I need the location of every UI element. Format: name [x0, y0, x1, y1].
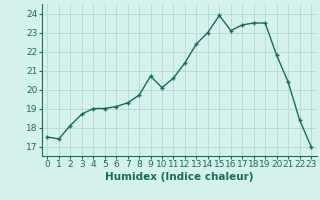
X-axis label: Humidex (Indice chaleur): Humidex (Indice chaleur) — [105, 172, 253, 182]
